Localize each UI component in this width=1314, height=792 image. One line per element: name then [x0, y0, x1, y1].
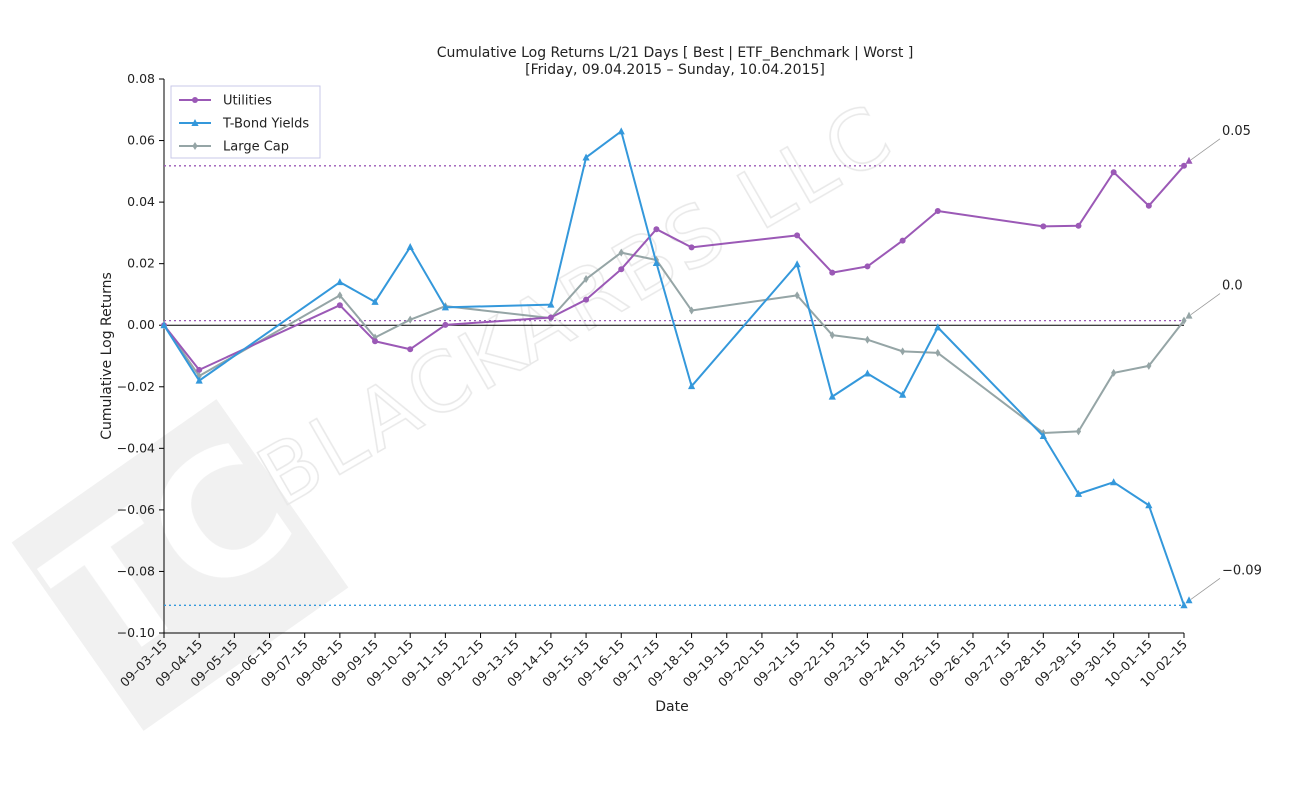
annotation-marker-2: [1185, 596, 1193, 604]
y-tick-label: 0.04: [127, 194, 155, 209]
data-point-t-bond-yields: [1074, 489, 1083, 497]
data-point-utilities: [336, 302, 343, 309]
data-point-large-cap: [864, 335, 871, 344]
series-utilities: [161, 162, 1187, 373]
legend-item: Large Cap: [179, 140, 289, 155]
annotation-marker-0: [1185, 156, 1193, 164]
data-point-large-cap: [794, 291, 800, 300]
annotation-leader-2: [1190, 577, 1221, 600]
legend-swatch-marker: [192, 142, 198, 150]
annotation-leader-1: [1190, 293, 1221, 315]
data-point-t-bond-yields: [828, 392, 836, 400]
data-point-utilities: [547, 314, 554, 321]
data-point-utilities: [1181, 162, 1187, 169]
annotation-label-1: 0.0: [1222, 279, 1243, 294]
data-point-utilities: [196, 366, 203, 373]
y-tick-label: 0.08: [127, 71, 155, 86]
y-tick-label: −0.08: [117, 563, 155, 578]
annotation-label-2: −0.09: [1222, 563, 1262, 578]
y-axis-ticks: 0.08 0.06 0.04 0.02 0.00 −0.02 −0.04 −0.06 −0.08…: [117, 71, 164, 640]
chart-title: Cumulative Log Returns L/21 Days [ Best …: [437, 45, 914, 61]
data-point-t-bond-yields: [547, 300, 555, 308]
data-point-large-cap: [900, 347, 906, 356]
legend-label: Utilities: [223, 94, 272, 109]
x-axis-ticks: 09–03–1509–04–1509–05–1509–06–1509–07–15…: [117, 633, 1190, 690]
legend-swatch-marker: [192, 97, 198, 103]
data-point-utilities: [899, 237, 906, 244]
data-point-t-bond-yields: [195, 376, 203, 384]
data-point-t-bond-yields: [899, 390, 907, 398]
data-point-utilities: [618, 266, 625, 273]
data-point-utilities: [1110, 169, 1117, 176]
data-point-large-cap: [935, 348, 941, 357]
legend-swatch-marker: [191, 119, 199, 126]
data-point-t-bond-yields: [652, 259, 661, 267]
data-point-utilities: [829, 269, 836, 276]
legend: Utilities T-Bond Yields Large Cap: [170, 85, 321, 159]
data-point-utilities: [688, 244, 695, 251]
data-point-utilities: [794, 232, 801, 239]
watermark-text: BLACKARBS LLC: [243, 86, 909, 526]
data-point-large-cap: [407, 315, 413, 324]
data-point-utilities: [864, 263, 871, 270]
data-point-t-bond-yields: [793, 260, 801, 268]
legend-label: T-Bond Yields: [222, 117, 309, 132]
y-tick-label: −0.04: [117, 440, 155, 455]
data-point-utilities: [442, 321, 449, 328]
data-point-large-cap: [583, 275, 589, 284]
data-point-t-bond-yields: [1180, 601, 1188, 609]
data-point-t-bond-yields: [687, 382, 696, 390]
annotation-label-0: 0.05: [1222, 124, 1251, 139]
y-axis-label: Cumulative Log Returns: [99, 272, 115, 440]
y-tick-label: 0.02: [127, 256, 155, 271]
data-point-t-bond-yields: [863, 369, 872, 377]
chart-subtitle: [Friday, 09.04.2015 – Sunday, 10.04.2015…: [525, 62, 825, 78]
data-point-utilities: [1145, 202, 1152, 209]
data-point-t-bond-yields: [582, 153, 590, 161]
data-point-t-bond-yields: [406, 243, 414, 251]
data-point-t-bond-yields: [336, 278, 344, 286]
y-tick-label: 0.00: [127, 317, 155, 332]
data-point-large-cap: [688, 306, 695, 315]
data-point-utilities: [1075, 222, 1082, 229]
data-point-large-cap: [618, 248, 624, 257]
data-point-t-bond-yields: [1145, 501, 1153, 509]
data-point-t-bond-yields: [160, 321, 168, 329]
y-tick-label: 0.06: [127, 133, 155, 148]
data-point-utilities: [372, 338, 379, 345]
series-t-bond-yields: [160, 127, 1188, 609]
data-point-large-cap: [337, 291, 343, 300]
data-point-t-bond-yields: [934, 323, 942, 331]
y-tick-label: −0.06: [117, 502, 155, 517]
y-tick-label: −0.10: [117, 625, 155, 640]
data-point-t-bond-yields: [1110, 478, 1118, 486]
legend-item: Utilities: [179, 94, 272, 109]
data-point-t-bond-yields: [617, 127, 625, 135]
annotation-leader-0: [1190, 138, 1221, 161]
annotation-marker-1: [1185, 311, 1193, 319]
legend-label: Large Cap: [223, 140, 289, 155]
data-point-utilities: [1040, 223, 1047, 230]
data-point-utilities: [407, 346, 414, 353]
x-axis-label: Date: [655, 699, 688, 715]
annotations: 0.05 0.0 −0.09: [1185, 124, 1262, 604]
data-point-utilities: [653, 226, 660, 233]
data-point-t-bond-yields: [1039, 432, 1047, 440]
data-point-t-bond-yields: [441, 303, 449, 311]
legend-item: T-Bond Yields: [179, 117, 309, 132]
data-point-utilities: [583, 296, 590, 303]
data-point-large-cap: [1111, 368, 1117, 377]
watermark-logo-badge: [11, 399, 349, 731]
data-point-utilities: [934, 208, 941, 215]
data-point-large-cap: [829, 331, 835, 340]
y-tick-label: −0.02: [117, 379, 155, 394]
series-layer: [160, 127, 1188, 609]
data-point-t-bond-yields: [371, 297, 379, 305]
data-point-large-cap: [1146, 361, 1152, 370]
data-point-large-cap: [1075, 427, 1082, 436]
data-point-large-cap: [1181, 316, 1187, 325]
